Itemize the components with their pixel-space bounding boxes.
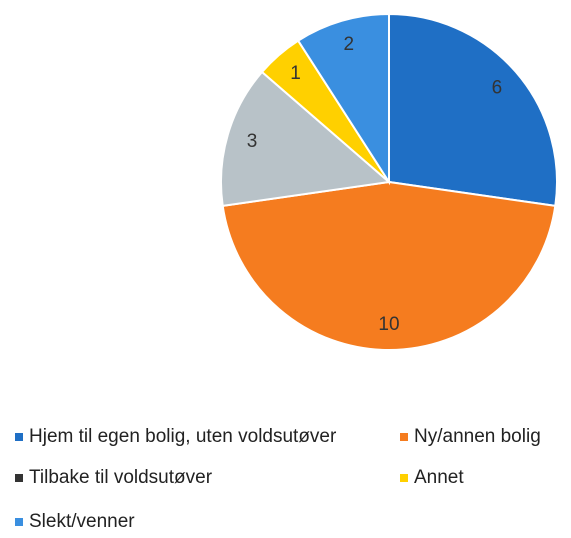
pie-slice [221,180,557,351]
pie-slice [388,12,558,208]
legend-label: Tilbake til voldsutøver [29,467,213,488]
pie-slice [220,70,392,208]
legend-swatch [400,433,408,441]
legend-swatch [15,474,23,482]
slice-label: 1 [290,63,301,84]
legend-swatch [15,518,23,526]
slice-label: 6 [492,78,503,99]
slice-label: 3 [247,131,258,152]
legend-label: Ny/annen bolig [414,426,541,447]
legend-swatch [400,474,408,482]
legend-label: Annet [414,467,464,488]
legend-label: Slekt/venner [29,511,135,532]
legend-label: Hjem til egen bolig, uten voldsutøver [29,426,337,447]
pie-slice [296,12,390,186]
slice-label: 10 [378,314,399,335]
legend-swatch [15,433,23,441]
slice-label: 2 [343,34,354,55]
